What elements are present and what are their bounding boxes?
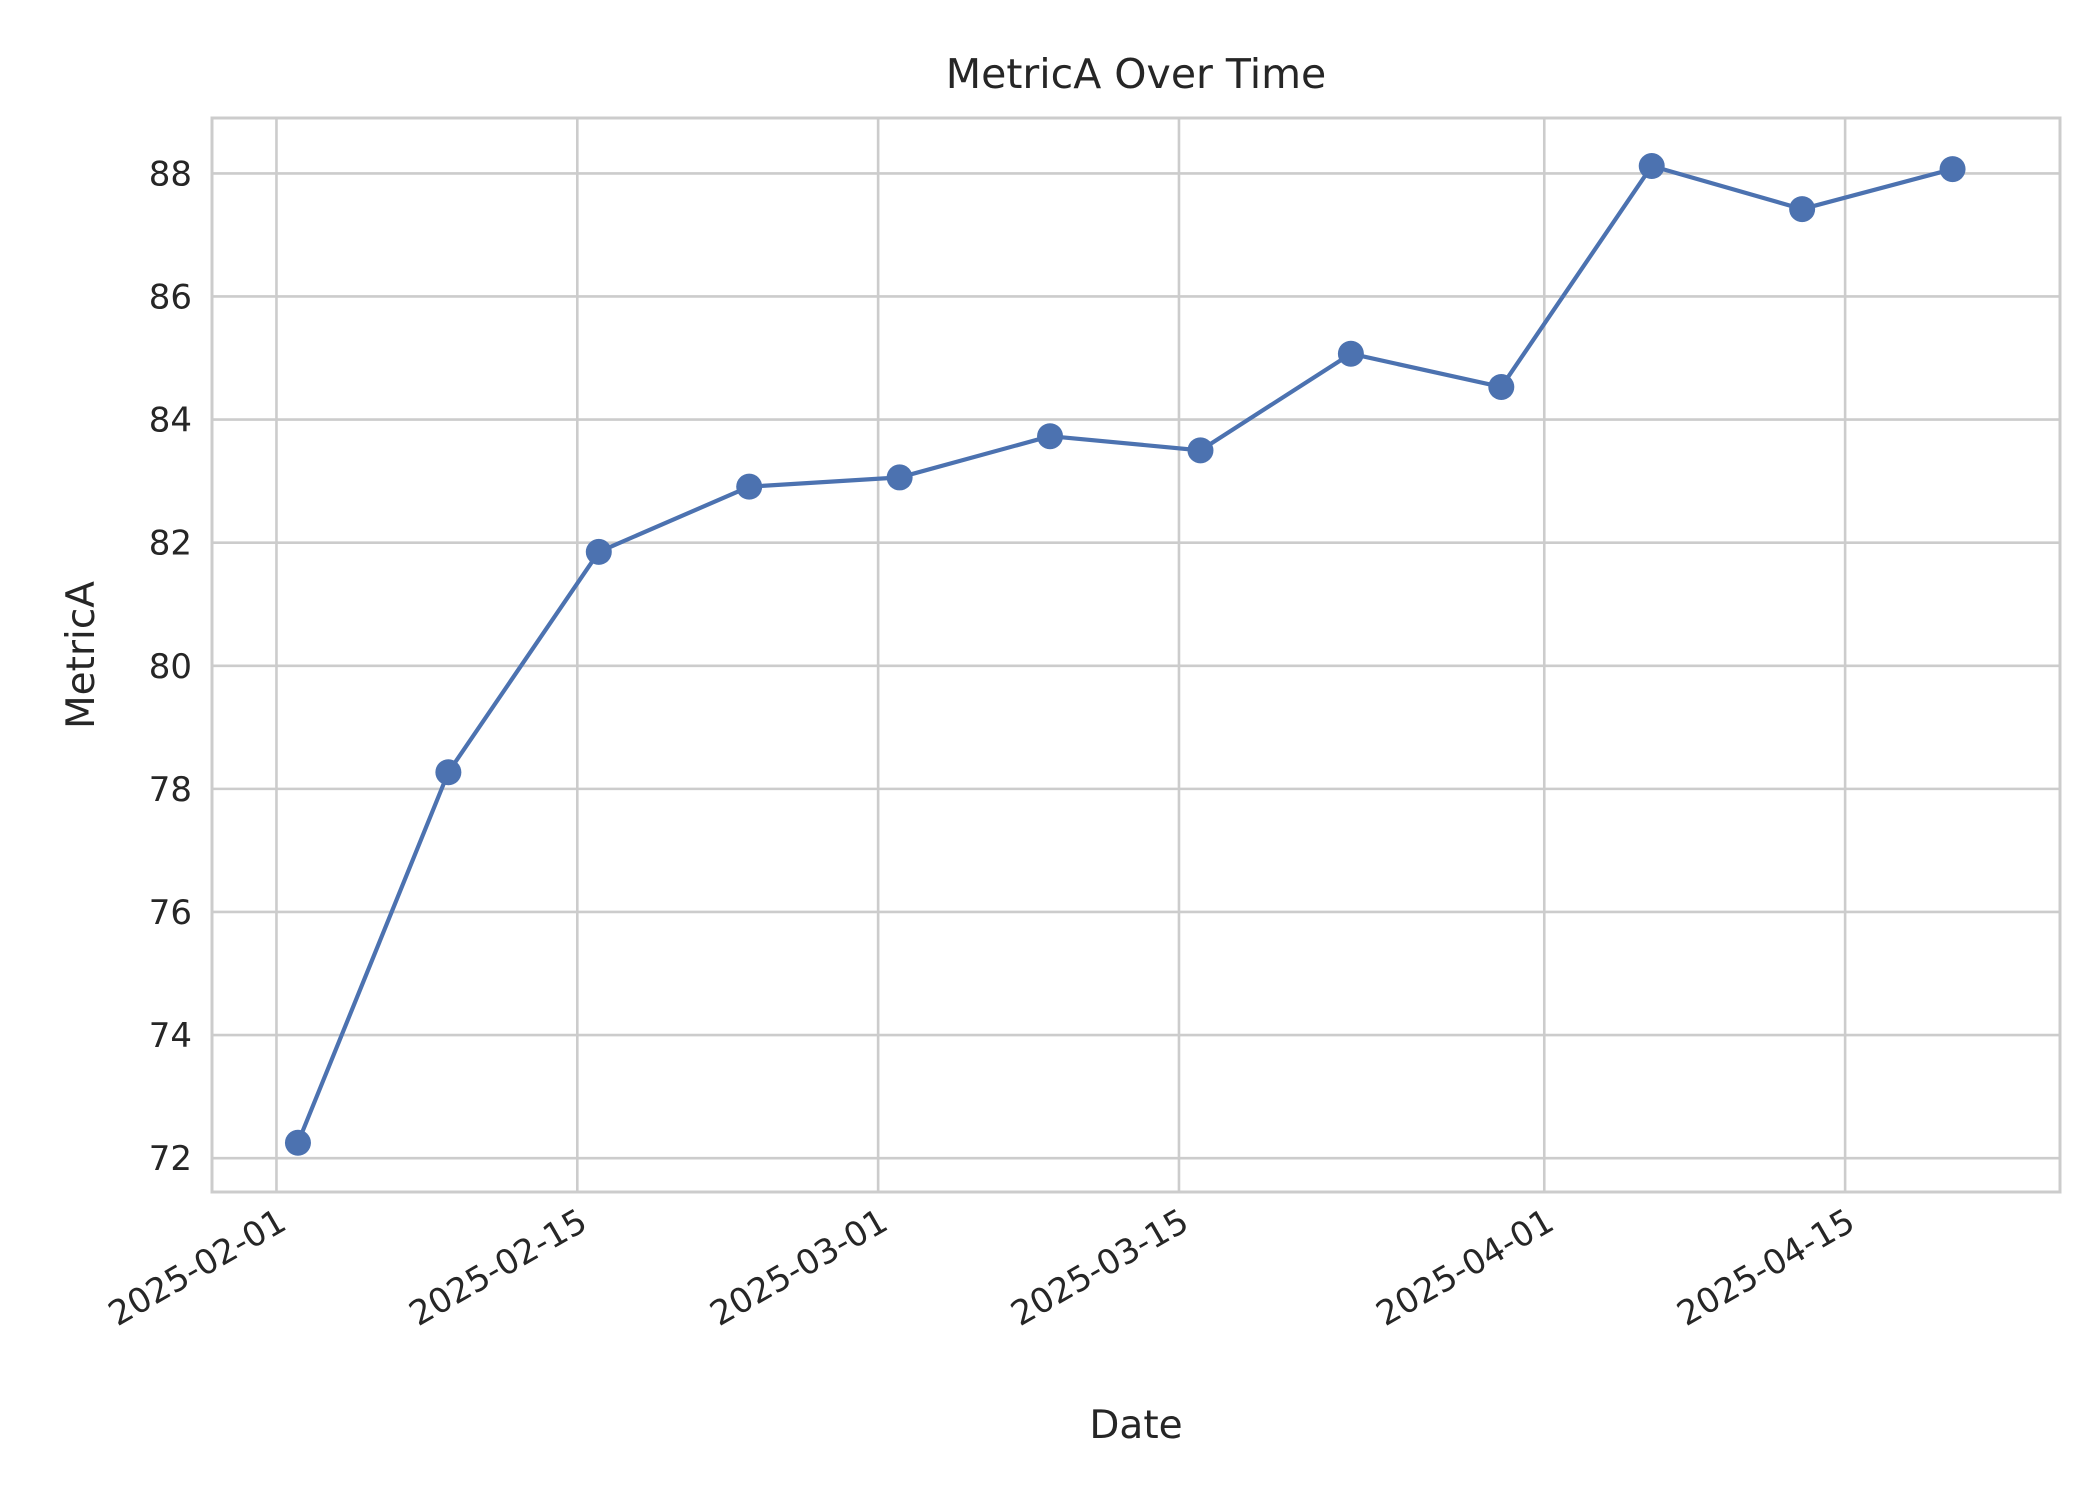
y-tick-label: 80 bbox=[149, 647, 192, 687]
series-layer bbox=[284, 153, 1966, 1156]
data-point bbox=[284, 1129, 311, 1156]
y-tick-label: 74 bbox=[149, 1016, 192, 1056]
grid-lines bbox=[212, 118, 2060, 1192]
x-axis-title: Date bbox=[1089, 1403, 1182, 1448]
y-tick-label: 88 bbox=[149, 154, 192, 194]
y-tick-label: 78 bbox=[149, 770, 192, 810]
y-tick-label: 72 bbox=[149, 1139, 192, 1179]
data-point bbox=[1187, 437, 1214, 464]
data-point bbox=[1939, 156, 1966, 183]
data-point bbox=[1337, 340, 1364, 367]
y-tick-label: 82 bbox=[149, 524, 192, 564]
data-point bbox=[435, 759, 462, 786]
y-tick-label: 84 bbox=[149, 401, 192, 441]
y-tick-label: 76 bbox=[149, 893, 192, 933]
data-point bbox=[1789, 196, 1816, 223]
y-tick-label: 86 bbox=[149, 277, 192, 317]
y-axis-title: MetricA bbox=[59, 581, 104, 729]
data-point bbox=[1488, 373, 1515, 400]
data-point bbox=[1638, 153, 1665, 180]
data-point bbox=[1037, 423, 1064, 450]
series-line bbox=[295, 163, 1955, 1145]
data-point bbox=[736, 473, 763, 500]
data-point bbox=[585, 538, 612, 565]
data-point bbox=[886, 464, 913, 491]
plot-frame bbox=[210, 116, 2062, 1194]
chart-title: MetricA Over Time bbox=[946, 50, 1327, 98]
